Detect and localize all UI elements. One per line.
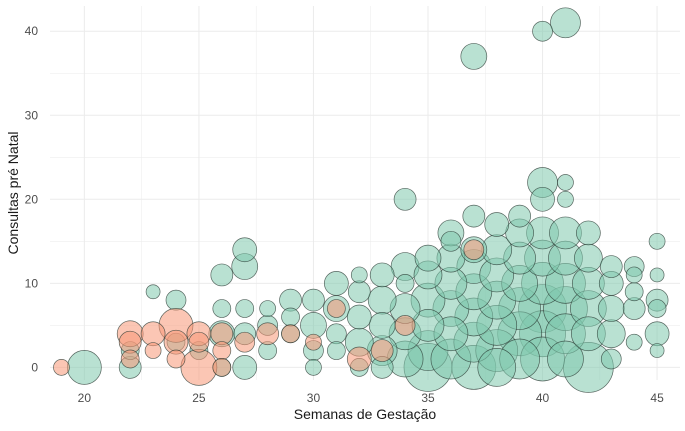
data-point	[256, 322, 279, 346]
x-tick-label: 40	[536, 391, 550, 405]
data-point	[368, 312, 396, 339]
x-axis-title: Semanas de Gestação	[294, 406, 437, 422]
data-point	[440, 230, 462, 252]
data-point	[232, 355, 258, 380]
data-point	[597, 295, 625, 322]
data-point	[649, 343, 665, 358]
data-point	[305, 359, 322, 376]
data-point	[576, 220, 601, 246]
data-point	[530, 186, 555, 212]
data-point	[327, 341, 346, 360]
data-point	[212, 299, 232, 318]
y-axis-ticks: 0 10 20 30 40	[25, 24, 39, 374]
data-point	[547, 340, 584, 378]
y-tick-label: 30	[25, 108, 39, 122]
data-point	[212, 341, 232, 360]
data-point	[120, 349, 140, 369]
data-point	[484, 212, 510, 237]
y-tick-label: 10	[25, 276, 39, 290]
data-point	[557, 174, 574, 191]
y-axis-title: Consultas pré Natal	[5, 132, 21, 255]
data-point	[347, 280, 371, 304]
data-point	[477, 348, 517, 387]
data-point	[625, 266, 643, 284]
data-point	[395, 273, 415, 293]
data-point	[165, 289, 187, 311]
data-point	[350, 266, 368, 284]
data-point	[180, 349, 218, 386]
data-point	[327, 299, 346, 318]
x-tick-label: 20	[78, 391, 92, 405]
data-point	[234, 331, 256, 353]
data-point	[648, 232, 666, 250]
data-point	[574, 243, 603, 273]
data-point	[370, 339, 394, 362]
data-point	[188, 331, 210, 353]
data-point	[281, 307, 300, 327]
x-axis-ticks: 20 25 30 35 40 45	[78, 391, 664, 405]
data-point	[625, 333, 643, 351]
data-point	[463, 239, 485, 261]
data-point	[235, 299, 255, 318]
data-point	[596, 319, 626, 349]
data-point	[53, 359, 70, 376]
data-point	[326, 323, 347, 345]
data-point	[166, 349, 186, 369]
data-point	[393, 187, 417, 211]
data-point	[394, 315, 416, 336]
x-tick-label: 30	[307, 391, 321, 405]
data-point	[462, 204, 486, 228]
data-point	[324, 270, 349, 296]
data-point	[281, 324, 300, 344]
data-point	[508, 204, 531, 228]
data-point	[212, 358, 232, 377]
data-point	[600, 348, 622, 370]
y-tick-label: 0	[31, 360, 38, 374]
data-point	[67, 350, 102, 385]
x-tick-label: 25	[192, 391, 206, 405]
data-point	[302, 288, 325, 312]
data-point	[232, 237, 258, 263]
data-point	[210, 263, 234, 287]
data-point	[557, 190, 574, 208]
x-tick-label: 45	[650, 391, 664, 405]
data-point	[414, 244, 442, 272]
x-tick-label: 35	[421, 391, 435, 405]
data-point	[346, 346, 372, 372]
data-point	[305, 333, 322, 351]
data-point	[140, 321, 166, 347]
data-point	[550, 7, 581, 39]
data-point	[259, 300, 276, 317]
data-point	[460, 43, 488, 70]
data-point	[644, 321, 670, 347]
data-point	[647, 299, 667, 318]
series-group-b	[53, 239, 485, 386]
data-point	[369, 262, 395, 288]
data-point	[346, 304, 372, 330]
data-point	[367, 285, 397, 315]
data-point	[624, 282, 644, 302]
data-point	[649, 267, 665, 283]
y-tick-label: 20	[25, 192, 39, 206]
data-point	[532, 20, 553, 42]
y-tick-label: 40	[25, 24, 39, 38]
data-point	[145, 284, 161, 300]
data-point	[599, 255, 623, 278]
data-point	[144, 342, 162, 359]
